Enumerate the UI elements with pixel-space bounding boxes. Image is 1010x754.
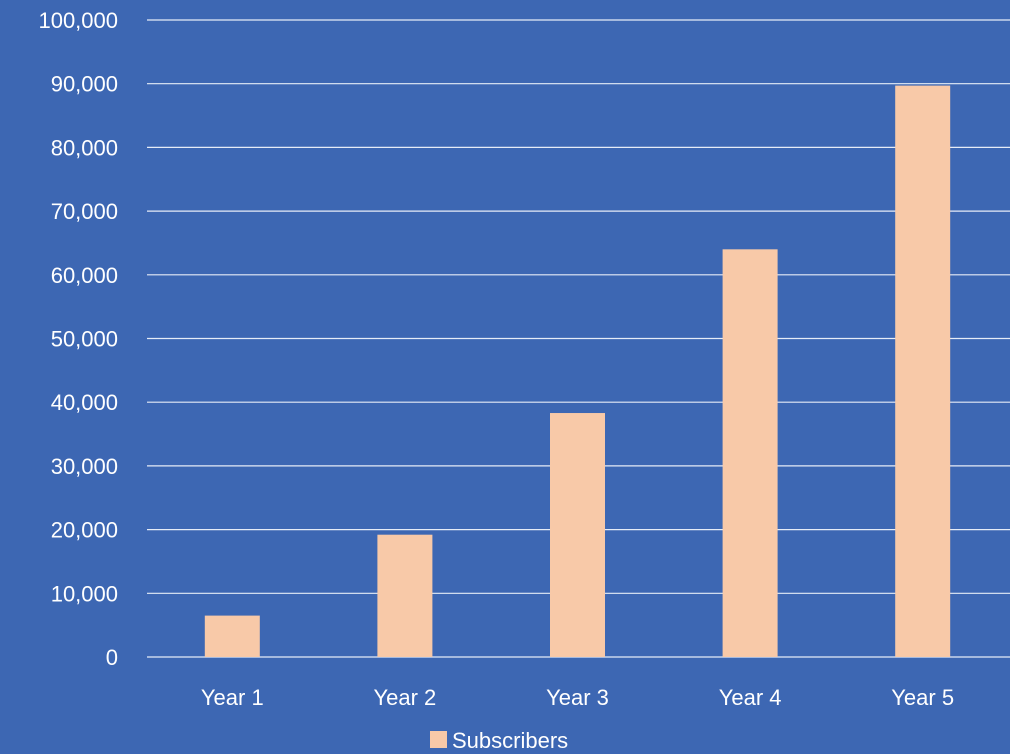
y-tick-label: 40,000 bbox=[51, 390, 118, 415]
legend-label: Subscribers bbox=[452, 728, 568, 753]
y-tick-label: 80,000 bbox=[51, 135, 118, 160]
y-tick-label: 60,000 bbox=[51, 263, 118, 288]
y-tick-label: 100,000 bbox=[38, 8, 118, 33]
y-tick-label: 90,000 bbox=[51, 72, 118, 97]
bars bbox=[204, 85, 951, 657]
y-tick-label: 20,000 bbox=[51, 518, 118, 543]
y-tick-label: 10,000 bbox=[51, 581, 118, 606]
x-tick-label: Year 1 bbox=[201, 685, 264, 710]
legend: Subscribers bbox=[430, 728, 568, 753]
y-tick-label: 50,000 bbox=[51, 327, 118, 352]
y-tick-label: 70,000 bbox=[51, 199, 118, 224]
x-tick-label: Year 5 bbox=[891, 685, 954, 710]
legend-swatch bbox=[430, 731, 447, 748]
bar bbox=[722, 249, 778, 657]
bar bbox=[550, 413, 605, 657]
y-axis-tick-labels: 0 10,000 20,000 30,000 40,000 50,000 60,000 70,… bbox=[38, 8, 118, 670]
bar bbox=[895, 85, 951, 657]
x-tick-label: Year 3 bbox=[546, 685, 609, 710]
bar bbox=[377, 534, 433, 657]
x-tick-label: Year 4 bbox=[719, 685, 782, 710]
y-tick-label: 30,000 bbox=[51, 454, 118, 479]
x-tick-label: Year 2 bbox=[373, 685, 436, 710]
x-axis-tick-labels: Year 1 Year 2 Year 3 Year 4 Year 5 bbox=[201, 685, 954, 710]
gridlines bbox=[147, 19, 1010, 658]
y-tick-label: 0 bbox=[106, 645, 118, 670]
bar bbox=[204, 615, 260, 657]
